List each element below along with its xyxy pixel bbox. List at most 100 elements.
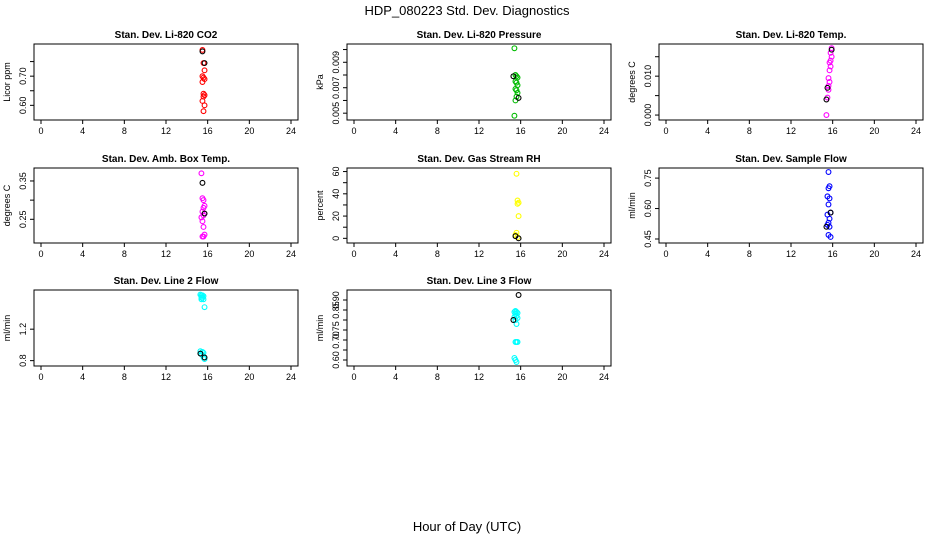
data-point-color xyxy=(201,102,208,109)
y-tick-label: 1.2 xyxy=(18,323,28,336)
data-point-black xyxy=(201,210,208,217)
x-tick-label: 4 xyxy=(80,372,85,382)
y-tick-label: 0.70 xyxy=(331,331,341,349)
x-tick-label: 8 xyxy=(435,126,440,136)
x-tick-label: 24 xyxy=(599,249,609,259)
y-tick-label: 0.75 xyxy=(331,321,341,339)
data-point-black xyxy=(510,73,517,80)
y-tick-label: 0.70 xyxy=(18,67,28,85)
y-tick-label: 0.90 xyxy=(331,291,341,309)
x-tick-label: 12 xyxy=(474,126,484,136)
x-tick-label: 4 xyxy=(393,372,398,382)
x-tick-label: 24 xyxy=(911,249,921,259)
y-tick-label: 0.60 xyxy=(18,97,28,115)
x-tick-label: 12 xyxy=(786,249,796,259)
x-tick-label: 12 xyxy=(161,249,171,259)
y-tick-label: 40 xyxy=(331,189,341,199)
data-point-color xyxy=(825,185,832,192)
x-tick-label: 0 xyxy=(351,249,356,259)
data-point-black xyxy=(201,354,208,361)
y-axis-label: Licor ppm xyxy=(2,62,12,102)
x-tick-label: 20 xyxy=(244,126,254,136)
x-tick-label: 0 xyxy=(351,126,356,136)
x-tick-label: 20 xyxy=(244,249,254,259)
y-tick-label: 0.45 xyxy=(643,230,653,248)
data-point-color xyxy=(826,67,833,74)
data-point-color xyxy=(827,234,834,240)
x-tick-label: 16 xyxy=(203,126,213,136)
x-tick-label: 20 xyxy=(557,126,567,136)
data-point-color xyxy=(515,199,522,206)
x-tick-label: 24 xyxy=(599,372,609,382)
x-tick-label: 8 xyxy=(122,249,127,259)
panel-title: Stan. Dev. Amb. Box Temp. xyxy=(102,154,230,165)
panel-4: Stan. Dev. Amb. Box Temp. degrees C 0 4 8 12 1… xyxy=(2,154,299,259)
panel-title: Stan. Dev. Sample Flow xyxy=(735,154,847,165)
data-point-color xyxy=(515,213,522,220)
x-tick-label: 16 xyxy=(203,372,213,382)
x-tick-label: 20 xyxy=(244,372,254,382)
y-axis-label: degrees C xyxy=(627,61,637,103)
x-tick-label: 0 xyxy=(663,126,668,136)
y-axis-label: degrees C xyxy=(2,184,12,226)
x-tick-label: 16 xyxy=(516,126,526,136)
data-point-color xyxy=(511,112,518,119)
panel-title: Stan. Dev. Li-820 Pressure xyxy=(417,30,542,41)
plot-frame xyxy=(33,289,299,367)
y-axis-label: kPa xyxy=(315,74,325,90)
y-tick-label: 0.25 xyxy=(18,211,28,229)
data-point-color xyxy=(826,59,833,66)
data-point-color xyxy=(512,317,519,323)
data-point-color xyxy=(198,214,205,221)
data-point-black xyxy=(201,60,208,66)
data-point-black xyxy=(515,94,522,101)
y-axis-label: ml/min xyxy=(627,192,637,219)
panel-title: Stan. Dev. Gas Stream RH xyxy=(417,154,540,165)
panel-8: Stan. Dev. Line 3 Flow ml/min 0 4 8 12 16 20 24 0… xyxy=(315,276,612,382)
x-tick-label: 24 xyxy=(286,126,296,136)
data-point-color xyxy=(199,218,206,225)
x-tick-label: 8 xyxy=(122,126,127,136)
plot-frame xyxy=(33,43,299,121)
panel-3: Stan. Dev. Li-820 Temp. degrees C 0 4 8 12 16 2… xyxy=(627,30,924,136)
x-tick-label: 12 xyxy=(161,126,171,136)
data-point-color xyxy=(826,195,833,202)
data-point-color xyxy=(514,339,521,345)
data-point-color xyxy=(825,75,832,82)
data-point-color xyxy=(200,197,207,204)
data-point-color xyxy=(511,314,518,320)
data-point-color xyxy=(200,233,207,240)
panel-5: Stan. Dev. Gas Stream RH percent 0 4 8 12 16 20… xyxy=(315,154,612,259)
data-point-color xyxy=(826,79,833,85)
x-tick-label: 8 xyxy=(747,126,752,136)
x-tick-label: 8 xyxy=(122,372,127,382)
x-tick-label: 20 xyxy=(557,372,567,382)
x-tick-label: 12 xyxy=(161,372,171,382)
x-tick-label: 4 xyxy=(80,126,85,136)
data-point-black xyxy=(199,179,206,186)
y-tick-label: 0.60 xyxy=(643,200,653,218)
data-point-black xyxy=(515,235,522,242)
x-tick-label: 24 xyxy=(599,126,609,136)
x-tick-label: 4 xyxy=(393,126,398,136)
x-tick-label: 20 xyxy=(869,249,879,259)
y-tick-label: 20 xyxy=(331,211,341,221)
x-tick-label: 0 xyxy=(38,249,43,259)
plot-frame xyxy=(658,167,924,244)
data-point-color xyxy=(513,170,520,177)
figure-title: HDP_080223 Std. Dev. Diagnostics xyxy=(365,3,570,18)
x-tick-label: 20 xyxy=(557,249,567,259)
panel-2: Stan. Dev. Li-820 Pressure kPa 0 4 8 12 16 20 24… xyxy=(315,30,612,136)
plot-frame xyxy=(658,43,924,121)
data-point-color xyxy=(513,359,520,365)
x-tick-label: 16 xyxy=(828,126,838,136)
x-axis-label: Hour of Day (UTC) xyxy=(413,519,521,534)
panel-1: Stan. Dev. Li-820 CO2 Licor ppm 0 4 8 12 16 20 2… xyxy=(2,30,299,136)
x-tick-label: 24 xyxy=(286,372,296,382)
data-point-color xyxy=(200,204,207,211)
x-tick-label: 4 xyxy=(393,249,398,259)
y-tick-label: 0.000 xyxy=(643,104,653,127)
x-tick-label: 4 xyxy=(705,249,710,259)
data-point-color xyxy=(201,67,208,74)
